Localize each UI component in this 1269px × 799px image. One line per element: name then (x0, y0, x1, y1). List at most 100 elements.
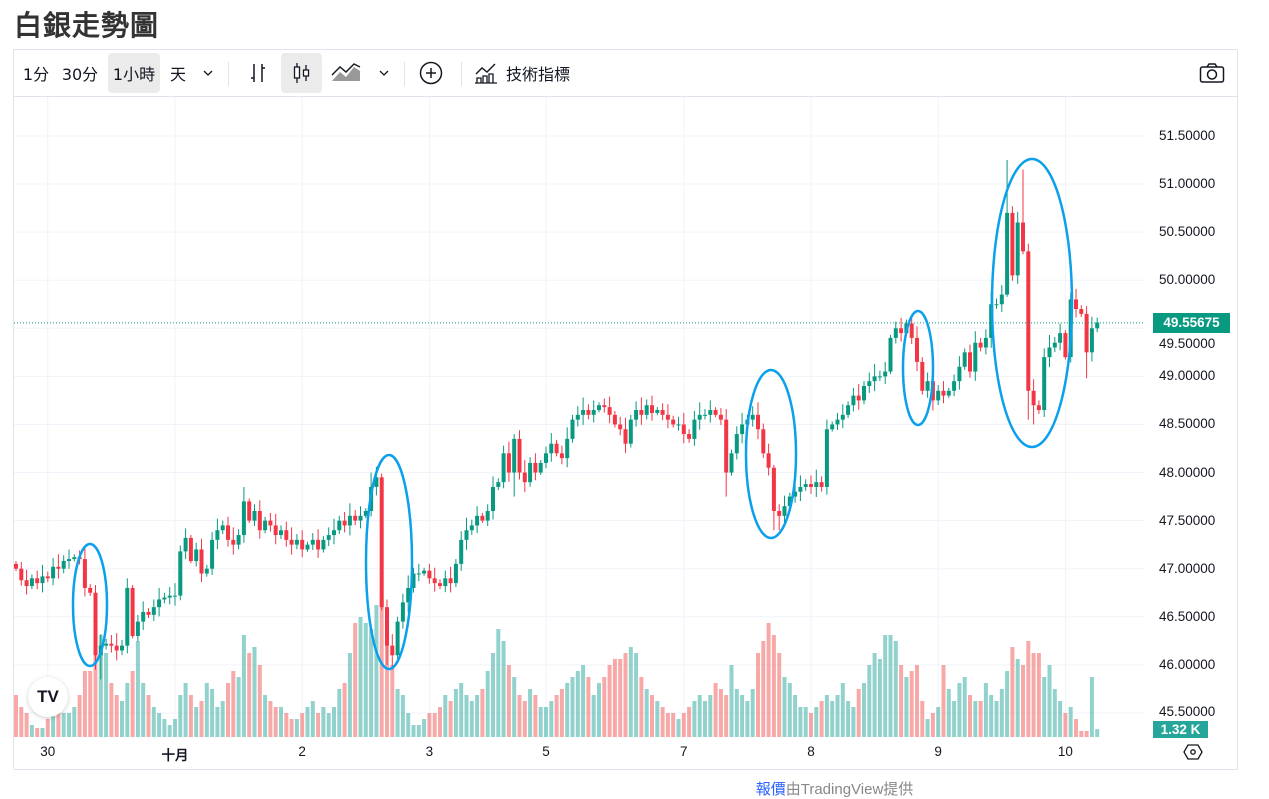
volume-bar (697, 695, 702, 737)
candle (385, 599, 389, 665)
candle (310, 533, 315, 551)
candle-body (803, 484, 808, 487)
candle-body (506, 453, 511, 473)
candle-body (544, 453, 548, 463)
volume-bar (35, 728, 40, 737)
candle (862, 381, 866, 405)
last-price-label: 49.55675 (1153, 312, 1230, 333)
price-axis[interactable]: 51.50000 51.00000 50.50000 50.00000 49.50000… (1145, 97, 1237, 737)
volume-bar (930, 713, 935, 737)
tradingview-logo[interactable]: TV (28, 677, 68, 717)
candle (416, 563, 421, 582)
candle (941, 381, 946, 404)
candle-body (188, 537, 193, 562)
candle-body (824, 429, 829, 487)
price-pane[interactable] (14, 97, 1145, 737)
candle (973, 331, 978, 381)
volume-bar (19, 707, 24, 737)
volume-bar (226, 683, 230, 737)
candle-body (279, 530, 283, 536)
candle-body (14, 563, 18, 569)
candle-body (215, 530, 220, 540)
price-tick-label: 51.00000 (1159, 176, 1216, 192)
candle (994, 298, 999, 309)
volume-bar (61, 713, 66, 737)
candle (840, 404, 845, 429)
candle-body (787, 496, 792, 507)
indicators-icon (475, 63, 497, 84)
candle (602, 398, 607, 413)
candle (496, 478, 501, 491)
candle (533, 453, 538, 481)
snapshot-button[interactable] (1194, 53, 1230, 93)
candle-body (983, 337, 988, 348)
volume-bar (1079, 731, 1084, 737)
compare-add-button[interactable] (414, 53, 448, 93)
candle-body (793, 491, 798, 497)
candle-body (533, 462, 538, 473)
interval-1m-button[interactable]: 1分 (22, 65, 50, 84)
volume-bar (1068, 707, 1073, 737)
candle (628, 414, 633, 448)
quotes-link[interactable]: 報價 (755, 781, 786, 798)
interval-1h-button[interactable]: 1小時 (108, 53, 160, 93)
candle (1042, 348, 1047, 417)
candlestick-chart[interactable] (14, 97, 1145, 737)
candle (750, 406, 755, 427)
candlestick-button[interactable] (281, 53, 322, 93)
interval-dropdown[interactable] (196, 53, 220, 93)
candle-body (899, 328, 904, 334)
candle (215, 518, 220, 550)
candle (432, 567, 437, 592)
candle-body (67, 559, 71, 562)
volume-bar (464, 695, 469, 737)
candle-body (247, 501, 252, 521)
candle (522, 460, 527, 493)
volume-bar (247, 653, 252, 737)
volume-bar (40, 728, 45, 737)
bar-chart-button[interactable] (240, 53, 276, 93)
volume-bar (1031, 653, 1036, 737)
area-chart-button[interactable] (328, 53, 364, 93)
candle-body (782, 506, 787, 516)
volume-bar (983, 683, 988, 737)
volume-bar (130, 671, 135, 737)
candle-body (379, 477, 384, 608)
candle (1021, 169, 1025, 255)
candle-body (183, 537, 188, 552)
candle-body (994, 304, 999, 306)
candle-body (241, 501, 246, 536)
candle-body (310, 539, 315, 545)
volume-bar (459, 683, 464, 737)
candle (506, 441, 511, 482)
candle (814, 469, 819, 497)
candle (777, 504, 782, 531)
candle-body (1010, 212, 1015, 276)
volume-bar (146, 695, 151, 737)
candle-body (756, 414, 760, 430)
candle-body (300, 539, 305, 550)
volume-bar (952, 701, 957, 737)
candle (268, 512, 273, 532)
candle-body (475, 515, 480, 526)
interval-30m-button[interactable]: 30分 (61, 65, 99, 84)
volume-bar (88, 671, 93, 737)
candle-body (93, 592, 98, 656)
interval-day-button[interactable]: 天 (169, 65, 186, 84)
plus-circle-icon (419, 61, 443, 85)
candle (194, 542, 199, 567)
axis-settings-button[interactable] (1183, 743, 1203, 766)
indicators-button[interactable]: 技術指標 (474, 53, 584, 93)
candle (909, 315, 914, 345)
candle (151, 599, 156, 622)
volume-bar (915, 665, 919, 737)
candle (438, 579, 442, 590)
time-axis[interactable]: 30 十月 2 3 5 7 8 9 10 (14, 737, 1145, 769)
candle-body (130, 587, 135, 637)
volume-bar (512, 677, 517, 737)
annotation-ellipse (364, 453, 414, 671)
chart-type-dropdown[interactable] (374, 53, 394, 93)
candle (475, 506, 480, 534)
volume-bar (655, 701, 660, 737)
volume-bar (734, 689, 739, 737)
